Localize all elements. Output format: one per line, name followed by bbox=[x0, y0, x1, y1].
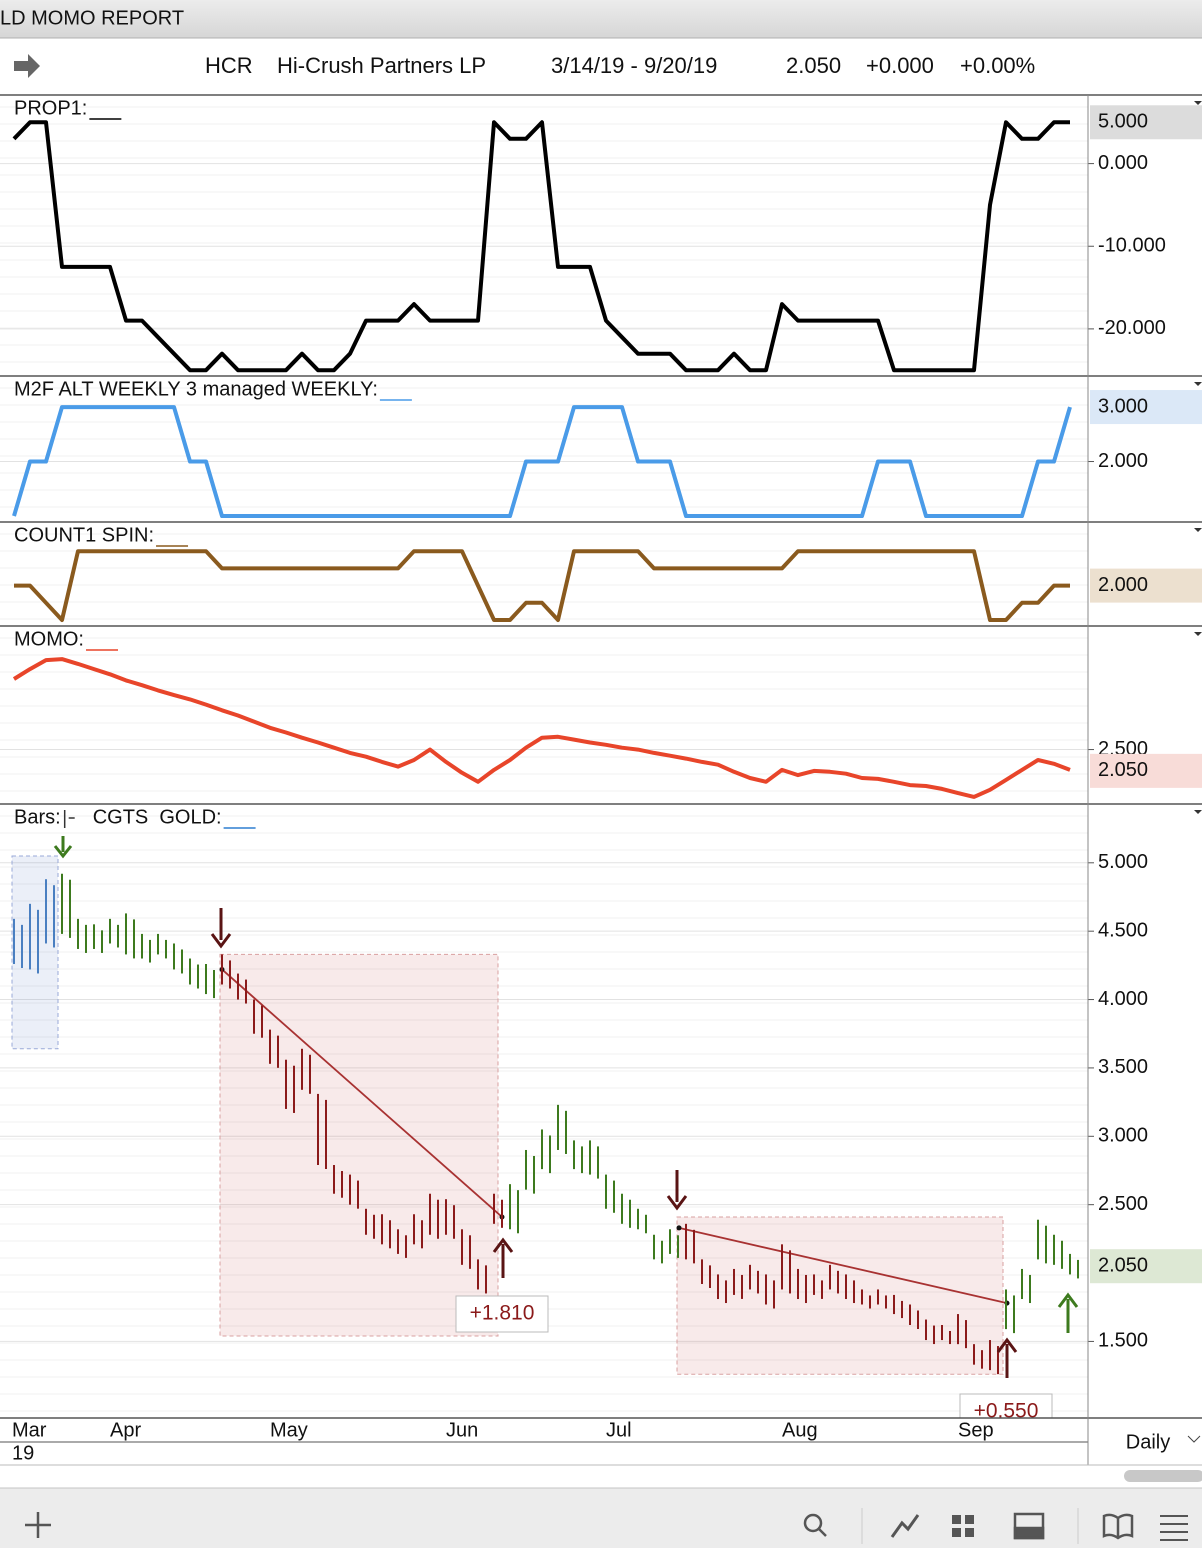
trade-label-box bbox=[455, 1295, 549, 1333]
price: 2.050 bbox=[786, 53, 841, 78]
buy-arrow bbox=[53, 836, 73, 859]
title-bar bbox=[0, 0, 1202, 38]
y-tick-label: 5.000 bbox=[1098, 851, 1148, 873]
grid-layer bbox=[0, 106, 1202, 1412]
header: HCR Hi-Crush Partners LP 3/14/19 - 9/20/… bbox=[14, 53, 1035, 78]
y-tick-label: 3.500 bbox=[1098, 1056, 1148, 1078]
x-tick-label: Apr bbox=[110, 1419, 141, 1441]
dropdown-icon[interactable] bbox=[1187, 1435, 1201, 1443]
y-tick-label: 2.000 bbox=[1098, 450, 1148, 472]
trade-line bbox=[221, 968, 503, 1218]
year-label: 19 bbox=[12, 1442, 34, 1464]
interval-label[interactable]: Daily bbox=[1126, 1431, 1170, 1453]
x-tick-label: Jul bbox=[606, 1419, 632, 1441]
trade-point bbox=[676, 1225, 682, 1231]
series-line bbox=[12, 120, 1070, 373]
y-tick-label: 4.500 bbox=[1098, 919, 1148, 941]
last-value-box bbox=[1090, 1249, 1202, 1284]
toolbar-separator bbox=[861, 1508, 1079, 1544]
y-tick-label: 3.000 bbox=[1098, 1125, 1148, 1147]
toolbar-icons bbox=[25, 1508, 1188, 1544]
company-name: Hi-Crush Partners LP bbox=[277, 53, 486, 78]
panel-title: Bars: bbox=[14, 806, 61, 828]
last-value-box bbox=[1090, 105, 1202, 140]
buy-arrow bbox=[1057, 1292, 1079, 1333]
panel-title: COUNT1 SPIN: bbox=[14, 524, 154, 546]
series-line bbox=[12, 657, 1071, 799]
y-tick-label: -10.000 bbox=[1098, 235, 1166, 257]
last-value-label: 5.000 bbox=[1098, 111, 1148, 133]
toolbar bbox=[0, 1488, 1202, 1548]
book-button[interactable] bbox=[1102, 1513, 1134, 1540]
menu-button[interactable] bbox=[1160, 1515, 1188, 1541]
last-value-label: 2.050 bbox=[1098, 759, 1148, 781]
bar-plot: +1.810 +0.550 bbox=[11, 855, 1079, 1423]
panel-button[interactable] bbox=[1013, 1512, 1045, 1540]
last-value-label: 3.000 bbox=[1098, 395, 1148, 417]
panel-menu-icon[interactable] bbox=[1194, 382, 1202, 386]
percent-change: +0.00% bbox=[960, 53, 1035, 78]
bar-style-icon bbox=[63, 810, 75, 828]
change: +0.000 bbox=[866, 53, 934, 78]
chart-button[interactable] bbox=[890, 1514, 920, 1538]
y-tick-label: 0.000 bbox=[1098, 152, 1148, 174]
entry-arrow bbox=[666, 1170, 688, 1211]
series-line bbox=[14, 549, 1070, 622]
last-value-box bbox=[1090, 753, 1202, 788]
add-button[interactable] bbox=[25, 1512, 51, 1538]
x-tick-label: Mar bbox=[12, 1419, 47, 1441]
setup-box bbox=[11, 855, 59, 1050]
label-layer: Mar Apr May Jun Jul Aug Sep 0.000 -10.000 -20.000… bbox=[12, 97, 1202, 1441]
window-title: LD MOMO REPORT bbox=[0, 7, 184, 29]
x-tick-label: Sep bbox=[958, 1419, 994, 1441]
x-tick-label: May bbox=[270, 1419, 308, 1441]
last-value-label: 2.050 bbox=[1098, 1254, 1148, 1276]
x-tick-label: Jun bbox=[446, 1419, 478, 1441]
trade-box bbox=[219, 953, 499, 1337]
y-tick-label: 2.500 bbox=[1098, 1193, 1148, 1215]
symbol: HCR bbox=[205, 53, 253, 78]
panel-menu-icon[interactable] bbox=[1194, 810, 1202, 814]
panel-title: M2F ALT WEEKLY 3 managed WEEKLY: bbox=[14, 378, 378, 400]
panel-title: MOMO: bbox=[14, 628, 84, 650]
layout-button[interactable] bbox=[952, 1515, 974, 1537]
date-range: 3/14/19 - 9/20/19 bbox=[551, 53, 717, 78]
trade-label: +1.810 bbox=[470, 1302, 535, 1325]
panel-title: PROP1: bbox=[14, 97, 87, 119]
panel-menu-icon[interactable] bbox=[1194, 528, 1202, 532]
scrollbar[interactable] bbox=[1124, 1470, 1202, 1482]
series-line bbox=[12, 405, 1072, 518]
search-button[interactable] bbox=[803, 1513, 827, 1537]
entry-arrow bbox=[210, 908, 232, 949]
panel-menu-icon[interactable] bbox=[1194, 101, 1202, 105]
y-tick-label: 1.500 bbox=[1098, 1330, 1148, 1352]
trade-label: +0.550 bbox=[974, 1400, 1039, 1423]
panel-menu-icon[interactable] bbox=[1194, 632, 1202, 636]
last-value-box bbox=[1090, 568, 1202, 603]
y-tick-label: 4.000 bbox=[1098, 988, 1148, 1010]
data-layer: +1.810 +0.550 bbox=[11, 120, 1079, 1423]
panel-subtitle: CGTS GOLD: bbox=[93, 806, 222, 828]
exit-arrow bbox=[492, 1237, 514, 1278]
exit-arrow bbox=[996, 1337, 1018, 1378]
last-value-box bbox=[1090, 390, 1202, 425]
trade-label-box bbox=[959, 1393, 1053, 1418]
y-tick-label: -20.000 bbox=[1098, 317, 1166, 339]
signal-arrows bbox=[53, 836, 1079, 1378]
last-value-label: 2.000 bbox=[1098, 574, 1148, 596]
x-tick-label: Aug bbox=[782, 1419, 818, 1441]
trade-box bbox=[676, 1216, 1004, 1375]
nav-arrow[interactable] bbox=[14, 54, 40, 78]
trade-line bbox=[678, 1227, 1008, 1305]
